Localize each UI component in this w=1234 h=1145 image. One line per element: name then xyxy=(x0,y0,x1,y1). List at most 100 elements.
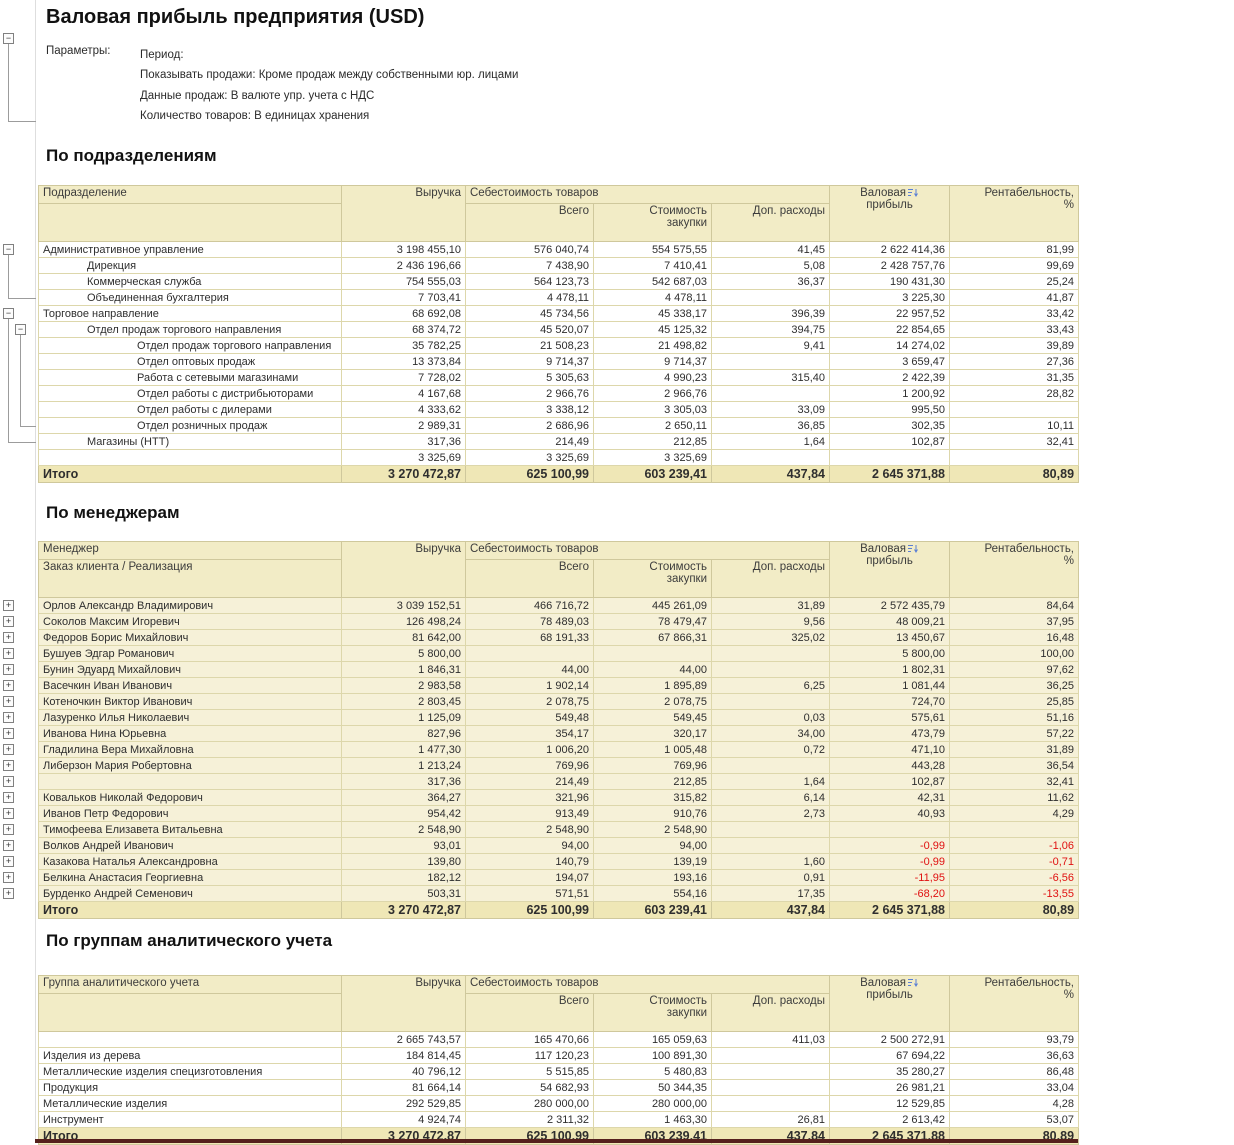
cell-value: 81 642,00 xyxy=(341,629,466,646)
cell-value: 2 572 435,79 xyxy=(829,597,951,614)
cell-value xyxy=(710,821,831,838)
cell-value xyxy=(710,1063,831,1080)
column-header-gross-profit[interactable]: Валовая прибыль xyxy=(829,541,951,598)
cell-value: 292 529,85 xyxy=(341,1095,466,1112)
cell-value: 212,85 xyxy=(593,433,712,450)
column-header-revenue: Выручка xyxy=(341,185,466,242)
expand-row-button[interactable]: + xyxy=(3,615,14,627)
expand-row-button[interactable]: + xyxy=(3,727,14,739)
cell-value: 214,49 xyxy=(465,433,594,450)
cell-value: -1,06 xyxy=(949,837,1080,854)
expand-row-button[interactable]: + xyxy=(3,599,14,611)
cell-value: 214,49 xyxy=(465,773,594,790)
cell-value: 2 428 757,76 xyxy=(829,257,951,274)
cell-value: 78 479,47 xyxy=(593,613,712,630)
parameter-goods-quantity: Количество товаров: В единицах хранения xyxy=(140,109,370,122)
expand-row-button[interactable]: + xyxy=(3,823,14,835)
row-label: Работа с сетевыми магазинами xyxy=(38,369,342,386)
collapse-group-button[interactable]: − xyxy=(3,307,14,319)
cell-value: 325,02 xyxy=(710,629,831,646)
cell-value: 5 305,63 xyxy=(465,369,594,386)
cell-value: 2 686,96 xyxy=(465,417,594,434)
cell-value: 37,95 xyxy=(949,613,1080,630)
expand-row-button[interactable]: + xyxy=(3,839,14,851)
cell-value: 102,87 xyxy=(829,433,951,450)
row-label: Дирекция xyxy=(38,257,342,274)
table-row: Волков Андрей Иванович 93,01 94,00 94,00 -0,… xyxy=(38,837,1080,854)
table-row: Бурденко Андрей Семенович 503,31 571,51 554… xyxy=(38,885,1080,902)
expand-row-button[interactable]: + xyxy=(3,775,14,787)
cell-value xyxy=(710,1095,831,1112)
row-label: Бунин Эдуард Михайлович xyxy=(38,661,342,678)
report-collapse-button[interactable]: − xyxy=(3,33,14,44)
expand-row-button[interactable]: + xyxy=(3,855,14,867)
cell-value xyxy=(949,449,1080,466)
cell-value xyxy=(710,837,831,854)
column-subheader-order: Заказ клиента / Реализация xyxy=(38,559,342,598)
expand-row-button[interactable]: + xyxy=(3,679,14,691)
expand-row-button[interactable]: + xyxy=(3,695,14,707)
cell-value: 7 438,90 xyxy=(465,257,594,274)
cell-value: 0,72 xyxy=(710,741,831,758)
column-header-gross-profit[interactable]: Валовая прибыль xyxy=(829,975,951,1032)
expand-row-button[interactable]: + xyxy=(3,791,14,803)
column-header-margin: Рентабельность, % xyxy=(949,185,1080,242)
cell-value: 575,61 xyxy=(829,709,951,726)
collapse-group-button[interactable]: − xyxy=(3,243,14,255)
cell-value: 576 040,74 xyxy=(465,241,594,258)
cell-value: 36,37 xyxy=(710,273,831,290)
cell-value: 36,25 xyxy=(949,677,1080,694)
cell-value: 2 548,90 xyxy=(465,821,594,838)
expand-row-button[interactable]: + xyxy=(3,887,14,899)
cell-value: 6,25 xyxy=(710,677,831,694)
expand-row-button[interactable]: + xyxy=(3,647,14,659)
row-label: Металлические изделия специзготовления xyxy=(38,1063,342,1080)
tree-connector-line xyxy=(8,297,36,299)
table-row: Отдел оптовых продаж 13 373,84 9 714,37 9 7… xyxy=(38,353,1080,370)
column-header-revenue: Выручка xyxy=(341,541,466,598)
expand-row-button[interactable]: + xyxy=(3,743,14,755)
row-label xyxy=(38,773,342,790)
cell-value: 1 477,30 xyxy=(341,741,466,758)
cell-value: 26 981,21 xyxy=(829,1079,951,1096)
cell-value: 33,43 xyxy=(949,321,1080,338)
cell-value: 68 191,33 xyxy=(465,629,594,646)
expand-row-button[interactable]: + xyxy=(3,631,14,643)
table-row: Иванова Нина Юрьевна 827,96 354,17 320,17 34… xyxy=(38,725,1080,742)
sort-descending-icon xyxy=(907,978,918,987)
cell-value: 549,48 xyxy=(465,709,594,726)
cell-value: 913,49 xyxy=(465,805,594,822)
cell-value: 3 225,30 xyxy=(829,289,951,306)
expand-row-button[interactable]: + xyxy=(3,759,14,771)
cell-value xyxy=(710,289,831,306)
cell-value: 5 480,83 xyxy=(593,1063,712,1080)
total-revenue: 3 270 472,87 xyxy=(341,465,466,483)
cell-value: 212,85 xyxy=(593,773,712,790)
cell-value: 33,04 xyxy=(949,1079,1080,1096)
cell-value: 54 682,93 xyxy=(465,1079,594,1096)
total-purchase: 603 239,41 xyxy=(593,465,712,483)
expand-row-button[interactable]: + xyxy=(3,663,14,675)
cell-value xyxy=(710,1047,831,1064)
expand-row-button[interactable]: + xyxy=(3,711,14,723)
cell-value: 1,64 xyxy=(710,433,831,450)
cell-value: 99,69 xyxy=(949,257,1080,274)
cell-value: 4,29 xyxy=(949,805,1080,822)
cell-value: 280 000,00 xyxy=(465,1095,594,1112)
cell-value: 102,87 xyxy=(829,773,951,790)
column-header-cost-total: Всего xyxy=(465,203,594,242)
cell-value: 2 500 272,91 xyxy=(829,1031,951,1048)
cell-value: 4 990,23 xyxy=(593,369,712,386)
table-row: Коммерческая служба 754 555,03 564 123,73 5… xyxy=(38,273,1080,290)
gross-profit-label-line2: прибыль xyxy=(866,989,913,1001)
cell-value: 10,11 xyxy=(949,417,1080,434)
collapse-group-button[interactable]: − xyxy=(15,323,26,335)
row-label: Магазины (НТТ) xyxy=(38,433,342,450)
cell-value: 34,00 xyxy=(710,725,831,742)
expand-row-button[interactable]: + xyxy=(3,871,14,883)
column-header-gross-profit[interactable]: Валовая прибыль xyxy=(829,185,951,242)
cell-value: 754 555,03 xyxy=(341,273,466,290)
cell-value: 22 957,52 xyxy=(829,305,951,322)
cell-value: 45 125,32 xyxy=(593,321,712,338)
expand-row-button[interactable]: + xyxy=(3,807,14,819)
